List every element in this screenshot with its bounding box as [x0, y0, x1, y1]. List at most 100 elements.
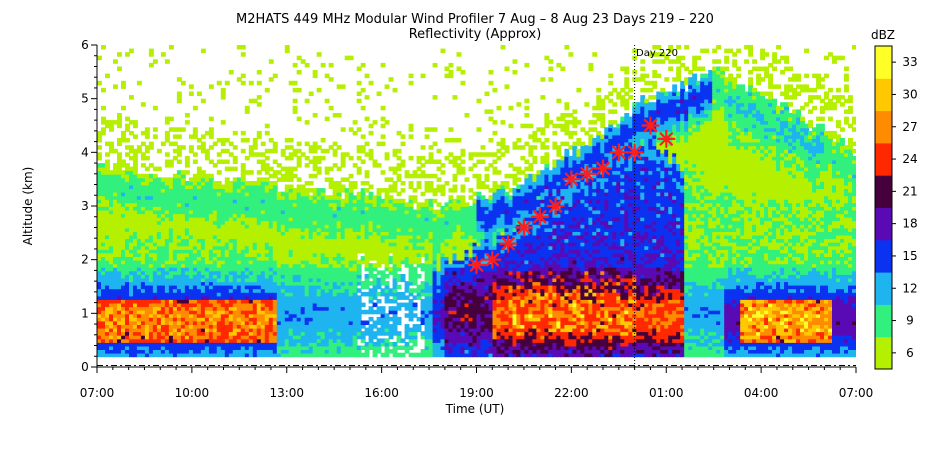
reflectivity-cell — [192, 281, 198, 286]
reflectivity-cell — [464, 231, 470, 236]
reflectivity-cell — [200, 309, 206, 315]
reflectivity-cell — [109, 288, 114, 293]
reflectivity-cell — [272, 334, 278, 340]
reflectivity-cell — [432, 309, 438, 315]
reflectivity-cell — [432, 266, 438, 272]
reflectivity-cell — [268, 259, 274, 265]
reflectivity-cell — [248, 281, 254, 286]
reflectivity-cell — [133, 159, 138, 164]
reflectivity-cell — [156, 263, 162, 268]
reflectivity-cell — [129, 342, 134, 347]
reflectivity-cell — [172, 127, 178, 132]
reflectivity-cell — [232, 345, 238, 350]
reflectivity-cell — [117, 252, 122, 257]
reflectivity-cell — [340, 281, 346, 286]
reflectivity-cell — [336, 216, 342, 222]
reflectivity-cell — [368, 191, 374, 197]
reflectivity-cell — [176, 256, 182, 261]
reflectivity-cell — [368, 227, 374, 232]
reflectivity-cell — [180, 127, 186, 132]
reflectivity-cell — [356, 234, 362, 240]
reflectivity-cell — [464, 248, 470, 254]
reflectivity-cell — [292, 288, 298, 293]
reflectivity-cell — [292, 345, 298, 350]
reflectivity-cell — [284, 238, 290, 243]
reflectivity-cell — [428, 313, 434, 318]
reflectivity-cell — [168, 116, 174, 122]
reflectivity-cell — [324, 73, 330, 79]
reflectivity-cell — [109, 120, 114, 125]
reflectivity-cell — [368, 206, 374, 211]
reflectivity-cell — [168, 127, 174, 132]
reflectivity-cell — [452, 245, 458, 250]
reflectivity-cell — [196, 220, 202, 225]
reflectivity-cell — [140, 209, 146, 215]
reflectivity-cell — [200, 173, 206, 179]
reflectivity-cell — [352, 270, 358, 275]
reflectivity-cell — [208, 316, 214, 322]
reflectivity-cell — [200, 349, 206, 354]
reflectivity-cell — [380, 324, 386, 329]
reflectivity-cell — [188, 198, 194, 204]
reflectivity-cell — [360, 284, 366, 290]
reflectivity-cell — [220, 195, 226, 200]
reflectivity-cell — [140, 206, 146, 211]
reflectivity-cell — [176, 98, 182, 104]
reflectivity-cell — [164, 306, 170, 311]
reflectivity-cell — [97, 284, 102, 290]
reflectivity-cell — [352, 306, 358, 311]
reflectivity-cell — [204, 295, 210, 300]
reflectivity-cell — [109, 256, 114, 261]
reflectivity-cell — [117, 177, 122, 182]
reflectivity-cell — [176, 91, 182, 96]
reflectivity-cell — [472, 338, 478, 343]
reflectivity-cell — [412, 220, 418, 225]
reflectivity-cell — [328, 274, 334, 279]
reflectivity-cell — [360, 281, 366, 286]
reflectivity-cell — [224, 245, 230, 250]
reflectivity-cell — [292, 256, 298, 261]
reflectivity-cell — [196, 252, 202, 257]
reflectivity-cell — [408, 216, 414, 222]
reflectivity-cell — [236, 338, 242, 343]
reflectivity-cell — [452, 316, 458, 322]
reflectivity-cell — [152, 188, 158, 193]
reflectivity-cell — [300, 349, 306, 354]
reflectivity-cell — [356, 316, 362, 322]
reflectivity-cell — [224, 209, 230, 215]
reflectivity-cell — [296, 324, 302, 329]
reflectivity-cell — [332, 220, 338, 225]
reflectivity-cell — [324, 177, 330, 182]
reflectivity-cell — [308, 195, 314, 200]
reflectivity-cell — [168, 327, 174, 333]
reflectivity-cell — [384, 245, 390, 250]
reflectivity-cell — [97, 252, 102, 257]
reflectivity-cell — [296, 270, 302, 275]
reflectivity-cell — [380, 306, 386, 311]
reflectivity-cell — [352, 209, 358, 215]
reflectivity-cell — [300, 231, 306, 236]
reflectivity-cell — [344, 342, 350, 347]
reflectivity-cell — [320, 263, 326, 268]
reflectivity-cell — [368, 306, 374, 311]
reflectivity-cell — [312, 284, 318, 290]
reflectivity-cell — [129, 284, 134, 290]
reflectivity-cell — [117, 327, 122, 333]
reflectivity-cell — [320, 148, 326, 154]
reflectivity-cell — [192, 216, 198, 222]
reflectivity-cell — [196, 231, 202, 236]
reflectivity-cell — [372, 349, 378, 354]
reflectivity-cell — [252, 213, 258, 218]
reflectivity-cell — [276, 284, 282, 290]
reflectivity-cell — [196, 299, 202, 304]
reflectivity-cell — [280, 313, 286, 318]
reflectivity-cell — [148, 62, 154, 68]
reflectivity-cell — [244, 198, 250, 204]
reflectivity-cell — [200, 238, 206, 243]
reflectivity-cell — [440, 216, 446, 222]
reflectivity-cell — [300, 152, 306, 157]
reflectivity-cell — [392, 256, 398, 261]
reflectivity-cell — [224, 274, 230, 279]
reflectivity-cell — [264, 170, 270, 175]
reflectivity-cell — [252, 141, 258, 147]
